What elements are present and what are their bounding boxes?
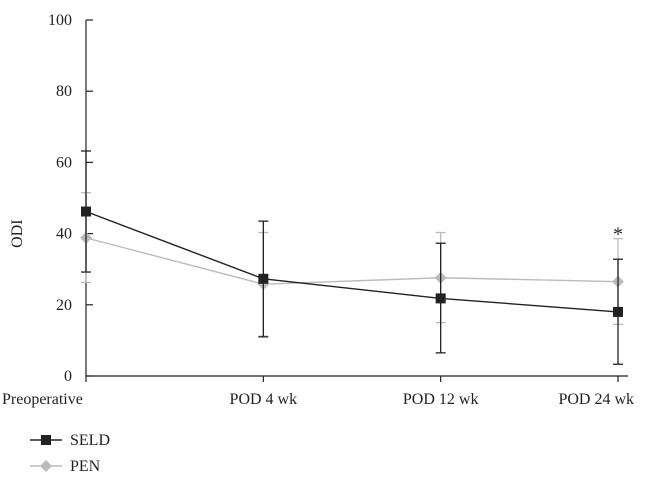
data-point	[81, 206, 91, 217]
x-tick-label-preoperative: Preoperative	[2, 391, 83, 408]
legend-item-seld: SELD	[30, 432, 110, 449]
series-line-seld	[85, 210, 619, 313]
x-tick-label-pod-12-wk: POD 12 wk	[403, 391, 479, 408]
y-tick-label: 80	[56, 83, 72, 100]
series-layer	[80, 150, 624, 365]
x-tick-label-pod-4-wk: POD 4 wk	[230, 391, 298, 408]
legend: SELD PEN	[30, 432, 110, 475]
data-point	[613, 306, 623, 317]
y-tick-label: 100	[48, 12, 72, 29]
legend-marker	[40, 460, 52, 472]
axes	[85, 20, 628, 377]
data-point	[435, 293, 446, 304]
legend-marker	[41, 435, 51, 445]
legend-item-pen: PEN	[30, 458, 101, 475]
series-seld	[81, 150, 623, 365]
y-axis-label: ODI	[9, 219, 26, 247]
y-tick-label: 0	[64, 368, 72, 385]
series-pen	[80, 192, 624, 337]
legend-label: SELD	[70, 432, 110, 449]
significance-marker: *	[613, 223, 623, 245]
legend-label: PEN	[70, 458, 101, 475]
y-tick-label: 40	[56, 226, 72, 243]
y-tick-label: 20	[56, 297, 72, 314]
data-point	[258, 273, 269, 284]
annotation-layer: *	[613, 223, 623, 245]
y-axis-ticks: 0 20 40 60 80 100	[48, 12, 93, 385]
series-line-pen	[85, 237, 619, 285]
x-axis-ticks: Preoperative POD 4 wk POD 12 wk POD 24 wk	[2, 376, 634, 408]
y-tick-label: 60	[56, 154, 72, 171]
x-tick-label-pod-24-wk: POD 24 wk	[558, 391, 634, 408]
